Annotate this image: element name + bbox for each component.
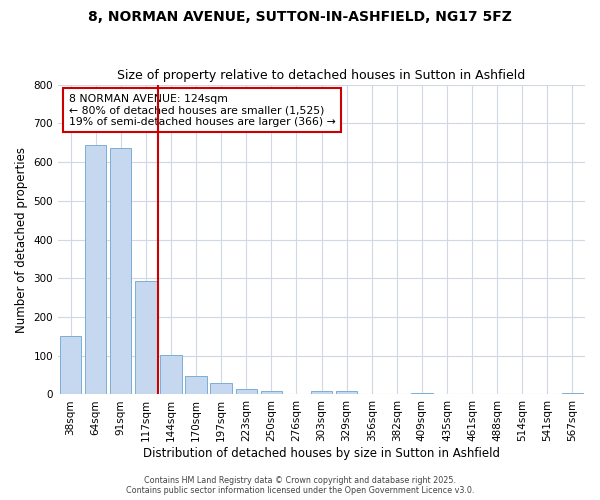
Title: Size of property relative to detached houses in Sutton in Ashfield: Size of property relative to detached ho… [118,69,526,82]
Bar [211,383,232,394]
Bar [562,392,583,394]
Bar [260,392,282,394]
Text: 8, NORMAN AVENUE, SUTTON-IN-ASHFIELD, NG17 5FZ: 8, NORMAN AVENUE, SUTTON-IN-ASHFIELD, NG… [88,10,512,24]
X-axis label: Distribution of detached houses by size in Sutton in Ashfield: Distribution of detached houses by size … [143,447,500,460]
Bar [135,281,157,394]
Bar [185,376,207,394]
Text: 8 NORMAN AVENUE: 124sqm
← 80% of detached houses are smaller (1,525)
19% of semi: 8 NORMAN AVENUE: 124sqm ← 80% of detache… [68,94,335,127]
Y-axis label: Number of detached properties: Number of detached properties [15,146,28,332]
Bar [110,148,131,394]
Bar [236,390,257,394]
Text: Contains HM Land Registry data © Crown copyright and database right 2025.
Contai: Contains HM Land Registry data © Crown c… [126,476,474,495]
Bar [336,392,357,394]
Bar [60,336,81,394]
Bar [160,354,182,395]
Bar [311,392,332,394]
Bar [85,144,106,394]
